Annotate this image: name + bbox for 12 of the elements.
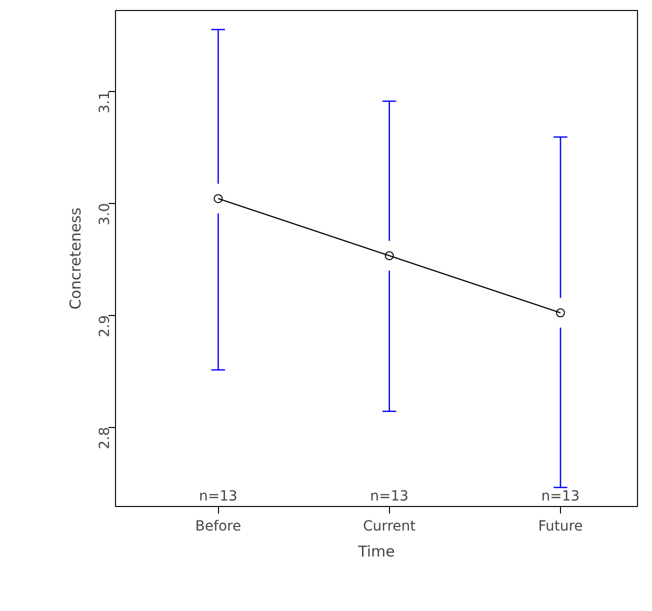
x-tick-label: Current bbox=[363, 518, 416, 534]
x-tick-label: Future bbox=[538, 518, 583, 534]
y-tick-label: 3.1 bbox=[97, 91, 113, 114]
y-tick-label: 2.9 bbox=[97, 315, 113, 338]
annotation: n=13 bbox=[541, 488, 580, 504]
annotation: n=13 bbox=[370, 488, 409, 504]
y-tick-label: 3.0 bbox=[97, 203, 113, 226]
x-axis-title: Time bbox=[357, 542, 395, 560]
y-axis-title: Concreteness bbox=[66, 207, 84, 310]
x-tick-label: Before bbox=[195, 518, 242, 534]
annotation: n=13 bbox=[198, 488, 238, 504]
y-tick-label: 2.8 bbox=[97, 427, 113, 450]
